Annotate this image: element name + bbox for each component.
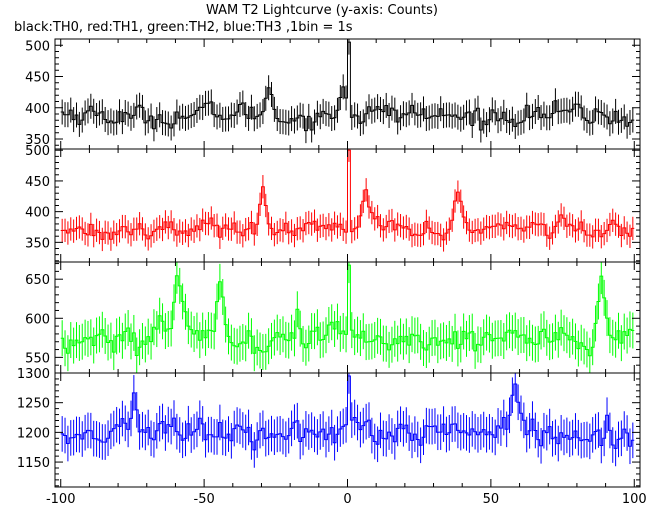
panel-th3: 1150 1200 1250 1300 <box>17 367 641 488</box>
x-tick-label: -50 <box>194 492 215 505</box>
series-line-th3 <box>60 375 635 451</box>
x-tick-label: 0 <box>343 492 351 505</box>
y-tick-label: 450 <box>25 175 50 190</box>
y-tick-label: 600 <box>25 312 50 327</box>
x-tick-label: 100 <box>622 492 647 505</box>
chart-title: WAM T2 Lightcurve (y-axis: Counts) <box>206 3 438 18</box>
y-tick-label: 650 <box>25 273 50 288</box>
chart-subtitle: black:TH0, red:TH1, green:TH2, blue:TH3 … <box>14 20 353 35</box>
y-tick-label: 1200 <box>17 426 50 441</box>
panel-th1: 350 400 450 500 <box>25 144 641 263</box>
y-tick-label: 400 <box>25 206 50 221</box>
series-line-th0 <box>60 41 635 132</box>
y-tick-label: 500 <box>25 144 50 159</box>
panel-th0: 350 400 450 500 <box>25 38 641 150</box>
y-tick-label: 500 <box>25 39 50 54</box>
y-tick-label: 450 <box>25 71 50 86</box>
x-tick-label: 50 <box>483 492 500 505</box>
panels-group: 3504004505003504004505005506006501150120… <box>17 38 647 507</box>
y-tick-label: 400 <box>25 102 50 117</box>
y-tick-label: 1150 <box>17 456 50 471</box>
y-tick-label: 1300 <box>17 367 50 382</box>
y-tick-label: 1250 <box>17 397 50 412</box>
y-tick-label: 350 <box>25 133 50 148</box>
x-tick-label: -100 <box>46 492 76 505</box>
y-tick-label: 550 <box>25 351 50 366</box>
y-tick-label: 350 <box>25 236 50 251</box>
series-line-th2 <box>60 264 635 357</box>
series-line-th1 <box>60 149 635 241</box>
panel-th2: 550 600 650 <box>25 261 641 374</box>
